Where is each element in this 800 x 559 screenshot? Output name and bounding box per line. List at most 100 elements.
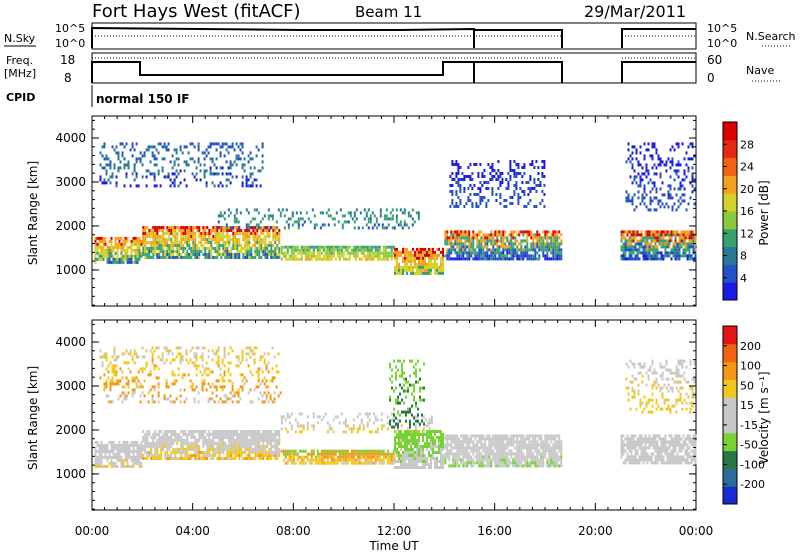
echo-cell [546,230,548,233]
echo-cell [689,230,691,233]
echo-cell [236,208,238,211]
echo-cell [313,453,315,456]
echo-cell [154,226,156,229]
echo-cell [110,175,112,178]
echo-cell [533,205,535,208]
echo-cell [186,436,188,439]
echo-cell [396,248,398,251]
echo-cell [642,193,644,196]
echo-cell [528,434,530,437]
echo-cell [466,245,468,248]
echo-cell [256,442,258,445]
echo-cell [556,443,558,446]
echo-cell [228,430,230,433]
echo-cell [530,245,532,248]
echo-cell [544,452,546,455]
echo-cell [422,263,424,266]
echo-cell [174,184,176,187]
echo-cell [200,169,202,172]
echo-cell [140,157,142,160]
echo-cell [182,445,184,448]
echo-cell [621,434,623,437]
echo-cell [204,157,206,160]
echo-cell [424,445,426,448]
echo-cell [469,178,471,181]
echo-cell [498,251,500,254]
echo-cell [428,257,430,260]
echo-cell [270,253,272,256]
echo-cell [402,451,404,454]
echo-cell [240,247,242,250]
echo-cell [186,226,188,229]
echo-cell [101,447,103,450]
echo-cell [329,249,331,252]
echo-cell [146,241,148,244]
echo-cell [136,175,138,178]
echo-cell [621,437,623,440]
echo-cell [672,145,674,148]
echo-cell [424,269,426,272]
echo-cell [170,160,172,163]
echo-cell [228,442,230,445]
echo-cell [164,238,166,241]
echo-cell [486,236,488,239]
echo-cell [248,451,250,454]
echo-cell [458,446,460,449]
echo-cell [636,175,638,178]
echo-cell [107,465,109,468]
echo-cell [256,178,258,181]
echo-cell [552,461,554,464]
echo-cell [238,457,240,460]
echo-cell [377,249,379,252]
echo-cell [328,214,330,217]
echo-cell [449,175,451,178]
echo-cell [353,252,355,255]
echo-cell [426,433,428,436]
echo-cell [492,242,494,245]
echo-cell [103,447,105,450]
echo-cell [222,253,224,256]
echo-cell [651,242,653,245]
echo-cell [200,163,202,166]
echo-cell [653,251,655,254]
echo-cell [256,436,258,439]
echo-cell [266,442,268,445]
echo-cell [152,244,154,247]
echo-cell [174,163,176,166]
echo-cell [262,448,264,451]
echo-cell [105,255,107,258]
echo-cell [292,211,294,214]
echo-cell [446,233,448,236]
echo-cell [512,458,514,461]
echo-cell [442,454,444,457]
echo-cell [460,461,462,464]
echo-cell [142,439,144,442]
echo-cell [680,163,682,166]
echo-cell [523,190,525,193]
echo-cell [655,248,657,251]
echo-cell [135,255,137,258]
echo-cell [172,256,174,259]
echo-cell [158,250,160,253]
echo-cell [121,450,123,453]
echo-cell [276,235,278,238]
echo-cell [270,433,272,436]
echo-cell [206,433,208,436]
echo-cell [164,430,166,433]
echo-cell [328,223,330,226]
echo-cell [146,250,148,253]
echo-cell [258,253,260,256]
noise-strip: N.Sky 10^5 10^0 10^5 10^0 N.Search [4,22,796,50]
echo-cell [166,433,168,436]
echo-cell [641,245,643,248]
echo-cell [466,446,468,449]
echo-cell [514,254,516,257]
echo-cell [226,436,228,439]
echo-cell [234,214,236,217]
echo-cell [510,455,512,458]
echo-cell [449,184,451,187]
echo-cell [374,223,376,226]
echo-cell [369,258,371,261]
echo-cell [246,256,248,259]
echo-cell [448,251,450,254]
